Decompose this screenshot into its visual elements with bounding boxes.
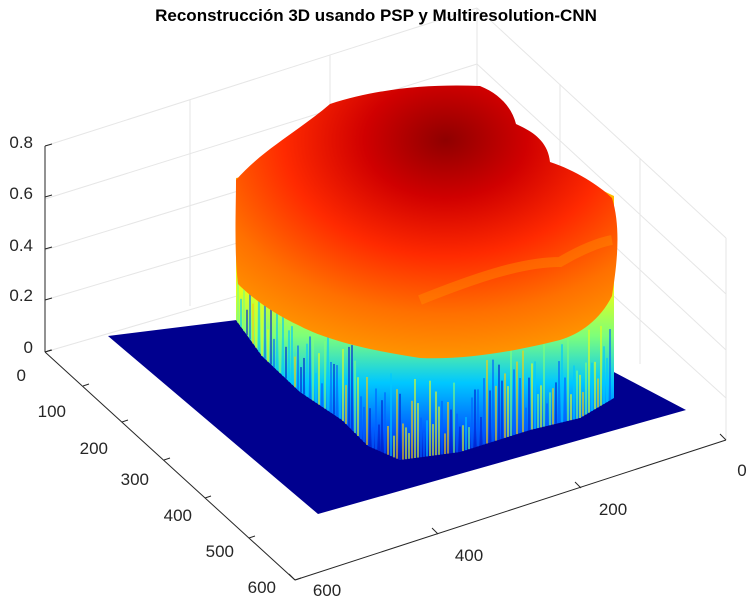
z-tick-label: 0.6 bbox=[9, 184, 33, 203]
y-tick-label: 400 bbox=[164, 506, 192, 525]
z-tick-label: 0.8 bbox=[9, 133, 33, 152]
object-top-surface bbox=[235, 85, 618, 359]
surface-ridge bbox=[418, 235, 613, 305]
z-tick-label: 0.2 bbox=[9, 286, 33, 305]
x-tick-label: 600 bbox=[313, 581, 341, 600]
y-tick-label: 100 bbox=[38, 402, 66, 421]
y-tick-label: 600 bbox=[248, 578, 276, 597]
x-tick-label: 400 bbox=[455, 546, 483, 565]
y-tick-label: 200 bbox=[80, 439, 108, 458]
x-tick-labels: 0 200 400 600 bbox=[313, 461, 747, 600]
x-tick-label: 0 bbox=[737, 461, 746, 480]
wall-streaks bbox=[237, 268, 611, 460]
y-tick-labels: 0 100 200 300 400 500 600 bbox=[17, 366, 276, 597]
y-tick-label: 500 bbox=[206, 542, 234, 561]
y-tick-label: 0 bbox=[17, 366, 26, 385]
z-tick-labels: 0.8 0.6 0.4 0.2 0 bbox=[9, 133, 33, 357]
y-tick-label: 300 bbox=[121, 470, 149, 489]
x-tick-label: 200 bbox=[599, 500, 627, 519]
tick-marks bbox=[44, 143, 727, 581]
chart-title: Reconstrucción 3D usando PSP y Multireso… bbox=[155, 6, 597, 25]
z-tick-label: 0.4 bbox=[9, 236, 33, 255]
z-tick-label: 0 bbox=[24, 338, 33, 357]
